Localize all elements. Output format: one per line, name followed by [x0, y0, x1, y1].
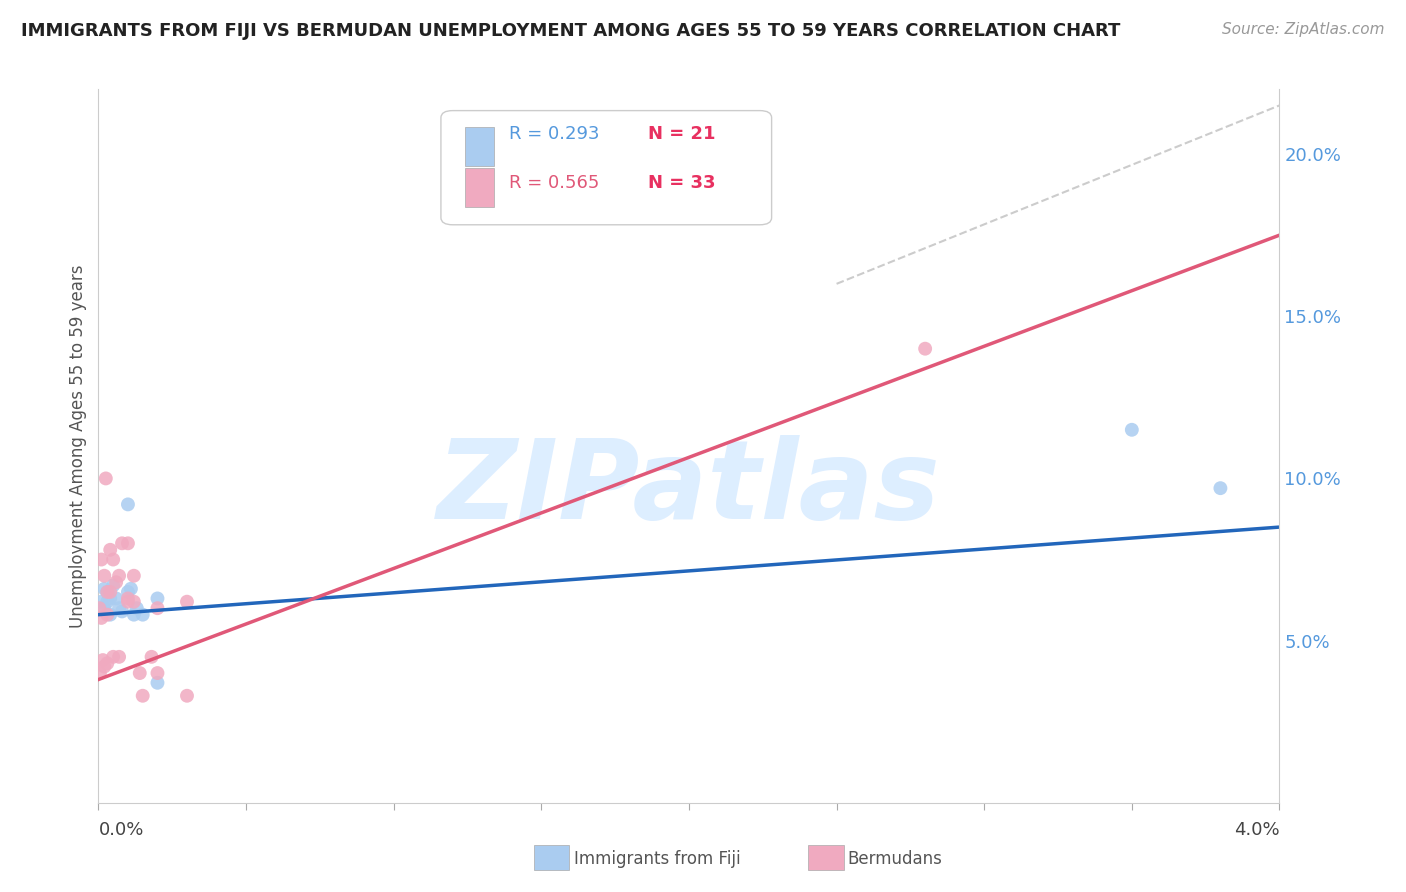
Point [122, 568, 145, 582]
Point [737, 147, 759, 161]
Point [914, 342, 936, 356]
Point [125, 601, 148, 615]
Point [122, 607, 145, 622]
Point [89, 601, 111, 615]
Point [132, 689, 155, 703]
Point [96, 585, 118, 599]
Point [120, 582, 142, 596]
Text: N = 33: N = 33 [648, 175, 716, 193]
Point [128, 666, 150, 681]
Point [117, 585, 139, 599]
Point [94, 471, 117, 485]
Point [117, 497, 139, 511]
Point [176, 689, 198, 703]
Text: Source: ZipAtlas.com: Source: ZipAtlas.com [1222, 22, 1385, 37]
Text: 4.0%: 4.0% [1234, 821, 1279, 838]
Text: Bermudans: Bermudans [848, 850, 942, 868]
Point [117, 591, 139, 606]
Text: R = 0.565: R = 0.565 [509, 175, 600, 193]
Point [93, 568, 115, 582]
Point [132, 607, 155, 622]
Point [93, 659, 115, 673]
Point [146, 666, 169, 681]
Point [90, 611, 112, 625]
Text: R = 0.293: R = 0.293 [509, 125, 600, 143]
Point [1209, 481, 1232, 495]
Point [98, 607, 121, 622]
Text: Immigrants from Fiji: Immigrants from Fiji [574, 850, 741, 868]
Point [122, 595, 145, 609]
Point [98, 542, 121, 557]
Point [96, 657, 118, 671]
Point [111, 536, 134, 550]
FancyBboxPatch shape [441, 111, 772, 225]
Point [105, 575, 128, 590]
Point [176, 595, 198, 609]
Text: IMMIGRANTS FROM FIJI VS BERMUDAN UNEMPLOYMENT AMONG AGES 55 TO 59 YEARS CORRELAT: IMMIGRANTS FROM FIJI VS BERMUDAN UNEMPLO… [21, 22, 1121, 40]
Point [98, 585, 121, 599]
Point [98, 591, 121, 606]
Point [103, 649, 125, 664]
Point [93, 601, 115, 615]
Point [89, 666, 111, 681]
Point [108, 568, 131, 582]
Bar [464, 168, 494, 207]
Point [146, 675, 169, 690]
Y-axis label: Unemployment Among Ages 55 to 59 years: Unemployment Among Ages 55 to 59 years [69, 264, 87, 628]
Text: ZIPatlas: ZIPatlas [437, 435, 941, 542]
Point [117, 536, 139, 550]
Point [90, 595, 112, 609]
Point [108, 601, 131, 615]
Point [90, 552, 112, 566]
Point [96, 595, 118, 609]
Point [111, 604, 134, 618]
Point [103, 578, 125, 592]
Point [96, 585, 118, 599]
Point [1121, 423, 1143, 437]
Point [103, 552, 125, 566]
Point [91, 653, 114, 667]
Point [96, 607, 118, 622]
Point [93, 582, 115, 596]
Point [117, 595, 139, 609]
Text: N = 21: N = 21 [648, 125, 716, 143]
Text: 0.0%: 0.0% [98, 821, 143, 838]
Point [108, 649, 131, 664]
Point [146, 591, 169, 606]
Bar [464, 127, 494, 166]
Point [105, 591, 128, 606]
Point [146, 601, 169, 615]
Point [141, 649, 163, 664]
